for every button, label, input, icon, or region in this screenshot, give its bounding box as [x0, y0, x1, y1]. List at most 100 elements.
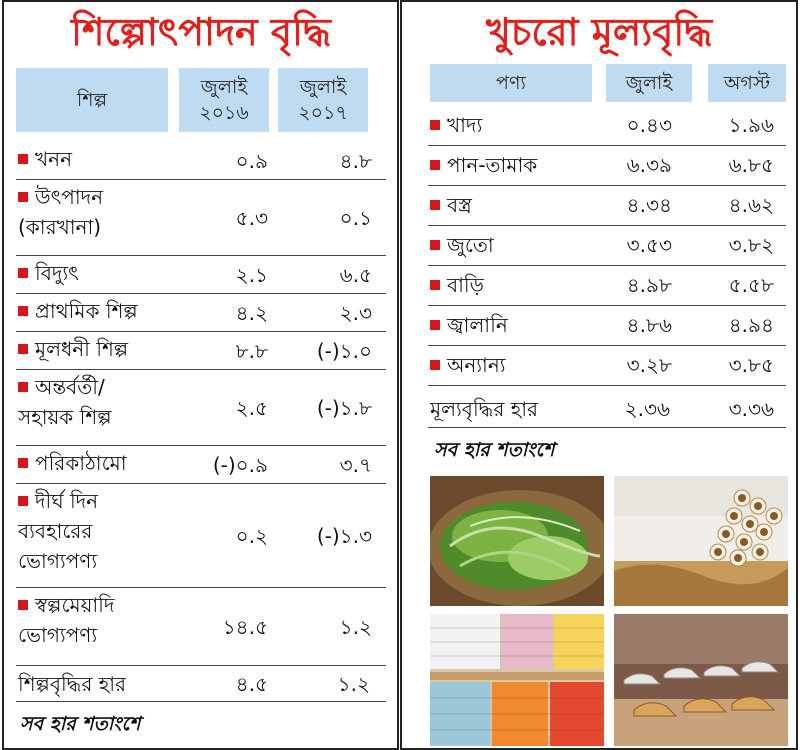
industrial-row: পরিকাঠামো (-)০.৯ ৩.৭ [16, 446, 386, 484]
retail-row: অন্যান্য ৩.২৮ ৩.৮৫ [428, 346, 786, 386]
retail-value-july: ৪.৯৮ [626, 273, 672, 297]
bullet-square-icon [430, 280, 440, 290]
header-july-2017-year: ২০১৭ [298, 102, 348, 124]
industrial-row-name-line: অন্তর্বর্তী/ [18, 372, 111, 402]
retail-value-july: ৩.২৮ [626, 353, 672, 377]
retail-row: পান-তামাক ৬.৩৯ ৬.৮৫ [428, 146, 786, 186]
retail-row-name: বস্ত্র [430, 190, 472, 220]
industrial-value-2017: ২.৩ [339, 301, 372, 325]
tobacco-photo [614, 476, 788, 606]
industrial-row-name-text: বিদ্যুৎ [35, 261, 79, 285]
retail-row-name-text: খাদ্য [447, 113, 483, 137]
retail-row: বস্ত্র ৪.৩৪ ৪.৬২ [428, 186, 786, 226]
industrial-growth-panel: শিল্পোৎপাদন বৃদ্ধি শিল্প জুলাই ২০১৬ জুলা… [2, 0, 398, 750]
header-sector: শিল্প [16, 68, 168, 132]
industrial-row: মূলধনী শিল্প ৮.৮ (-)১.০ [16, 332, 386, 370]
industrial-row-name: প্রাথমিক শিল্প [18, 296, 138, 326]
industrial-value-2017: ০.১ [339, 206, 372, 230]
header-august: অগস্ট [708, 64, 786, 102]
industrial-row-name-line: পরিকাঠামো [18, 448, 127, 478]
industrial-value-2017: ৬.৫ [339, 263, 372, 287]
retail-row: খাদ্য ০.৪৩ ১.৯৬ [428, 106, 786, 146]
industrial-summary-row: শিল্পবৃদ্ধির হার ৪.৫ ১.২ [16, 666, 386, 702]
industrial-value-2016: ২.১ [235, 263, 268, 287]
industrial-row-name-line: (কারখানা) [18, 215, 102, 239]
retail-summary-july: ২.৩৬ [624, 397, 670, 421]
industrial-row-name-text: অন্তর্বর্তী/ [35, 375, 105, 399]
retail-value-august: ৫.৫৮ [728, 273, 774, 297]
industrial-value-2016: ০.৯ [235, 149, 268, 173]
industrial-row-name-text: উৎপাদন [35, 185, 104, 209]
retail-inflation-panel: খুচরো মূল্যবৃদ্ধি পণ্য জুলাই অগস্ট খাদ্য… [402, 0, 798, 750]
retail-row: জ্বালানি ৪.৮৬ ৪.৯৪ [428, 306, 786, 346]
bullet-square-icon [18, 154, 28, 164]
retail-row: বাড়ি ৪.৯৮ ৫.৫৮ [428, 266, 786, 306]
retail-value-august: ১.৯৬ [728, 113, 774, 137]
industrial-row-name-text: মূলধনী শিল্প [35, 337, 129, 361]
industrial-row-name-line: ব্যবহারের [18, 519, 93, 543]
bullet-square-icon [430, 320, 440, 330]
industrial-value-2017: ৩.৭ [339, 453, 372, 477]
bullet-square-icon [18, 306, 28, 316]
industrial-note: সব হার শতাংশে [20, 713, 141, 735]
industrial-row-name-line: ভোগ্যপণ্য [18, 623, 98, 647]
retail-value-july: ৪.৩৪ [626, 193, 672, 217]
retail-row-name-text: বস্ত্র [447, 193, 472, 217]
bullet-square-icon [430, 200, 440, 210]
industrial-row-name-line: দীর্ঘ দিন [18, 486, 98, 516]
industrial-row: স্বল্পমেয়াদি ভোগ্যপণ্য ১৪.৫ ১.২ [16, 588, 386, 666]
bullet-square-icon [18, 192, 28, 202]
industrial-row-name-line: খনন [18, 144, 72, 174]
industrial-row-name: অন্তর্বর্তী/ সহায়ক শিল্প [18, 372, 111, 432]
retail-row-name-text: জ্বালানি [447, 313, 508, 337]
clothing-shelves-photo [430, 614, 604, 746]
retail-summary-row: মূল্যবৃদ্ধির হার ২.৩৬ ৩.৩৬ [428, 392, 786, 428]
header-july-2017-month: জুলাই [299, 76, 347, 98]
industrial-value-2016: ৮.৮ [235, 339, 268, 363]
industrial-summary-label: শিল্পবৃদ্ধির হার [18, 672, 127, 696]
industrial-row-name: মূলধনী শিল্প [18, 334, 128, 364]
industrial-row-name-text: প্রাথমিক শিল্প [35, 299, 138, 323]
industrial-row-name-line: উৎপাদন [18, 182, 103, 212]
retail-row-name-text: বাড়ি [447, 273, 484, 297]
header-july-2016-year: ২০১৬ [199, 102, 249, 124]
industrial-row-name-line: স্বল্পমেয়াদি [18, 590, 114, 620]
industrial-row-name-text: দীর্ঘ দিন [35, 489, 99, 513]
retail-value-august: ৪.৬২ [728, 193, 774, 217]
industrial-row-name-line: ভোগ্যপণ্য [18, 549, 98, 573]
retail-value-august: ৩.৮৫ [728, 353, 774, 377]
retail-row-name: জুতো [430, 230, 494, 260]
retail-row-name-text: অন্যান্য [447, 353, 506, 377]
industrial-row: অন্তর্বর্তী/ সহায়ক শিল্প ২.৫ (-)১.৮ [16, 370, 386, 446]
industrial-row-name-line: প্রাথমিক শিল্প [18, 296, 138, 326]
retail-note: সব হার শতাংশে [434, 439, 555, 461]
shoes-display-photo [614, 614, 788, 746]
retail-row-name: পান-তামাক [430, 150, 537, 180]
retail-row-name-text: জুতো [447, 233, 494, 257]
retail-summary-august: ৩.৩৬ [728, 397, 774, 421]
retail-row-name-text: পান-তামাক [447, 153, 538, 177]
bullet-square-icon [18, 600, 28, 610]
retail-title: খুচরো মূল্যবৃদ্ধি [485, 9, 713, 54]
header-product: পণ্য [430, 64, 592, 102]
header-july-2016-month: জুলাই [200, 76, 248, 98]
retail-value-august: ৪.৯৪ [728, 313, 774, 337]
betel-leaves-photo [430, 476, 604, 606]
retail-value-july: ০.৪৩ [626, 113, 672, 137]
industrial-row-name-line: সহায়ক শিল্প [18, 405, 112, 429]
retail-value-august: ৬.৮৫ [728, 153, 774, 177]
industrial-value-2016: ৫.৩ [235, 206, 268, 230]
industrial-row: খনন ০.৯ ৪.৮ [16, 142, 386, 180]
industrial-value-2017: (-)১.৮ [316, 396, 372, 420]
industrial-row-name-text: খনন [35, 147, 73, 171]
industrial-value-2016: ৪.২ [235, 301, 268, 325]
header-july-2016: জুলাই ২০১৬ [179, 68, 269, 132]
industrial-row-name: স্বল্পমেয়াদি ভোগ্যপণ্য [18, 590, 114, 650]
retail-value-july: ৪.৮৬ [626, 313, 672, 337]
bullet-square-icon [430, 120, 440, 130]
bullet-square-icon [430, 360, 440, 370]
industrial-row-name-line: বিদ্যুৎ [18, 258, 79, 288]
bullet-square-icon [18, 458, 28, 468]
industrial-value-2017: (-)১.৩ [316, 524, 372, 548]
industrial-value-2016: ১৪.৫ [222, 615, 268, 639]
